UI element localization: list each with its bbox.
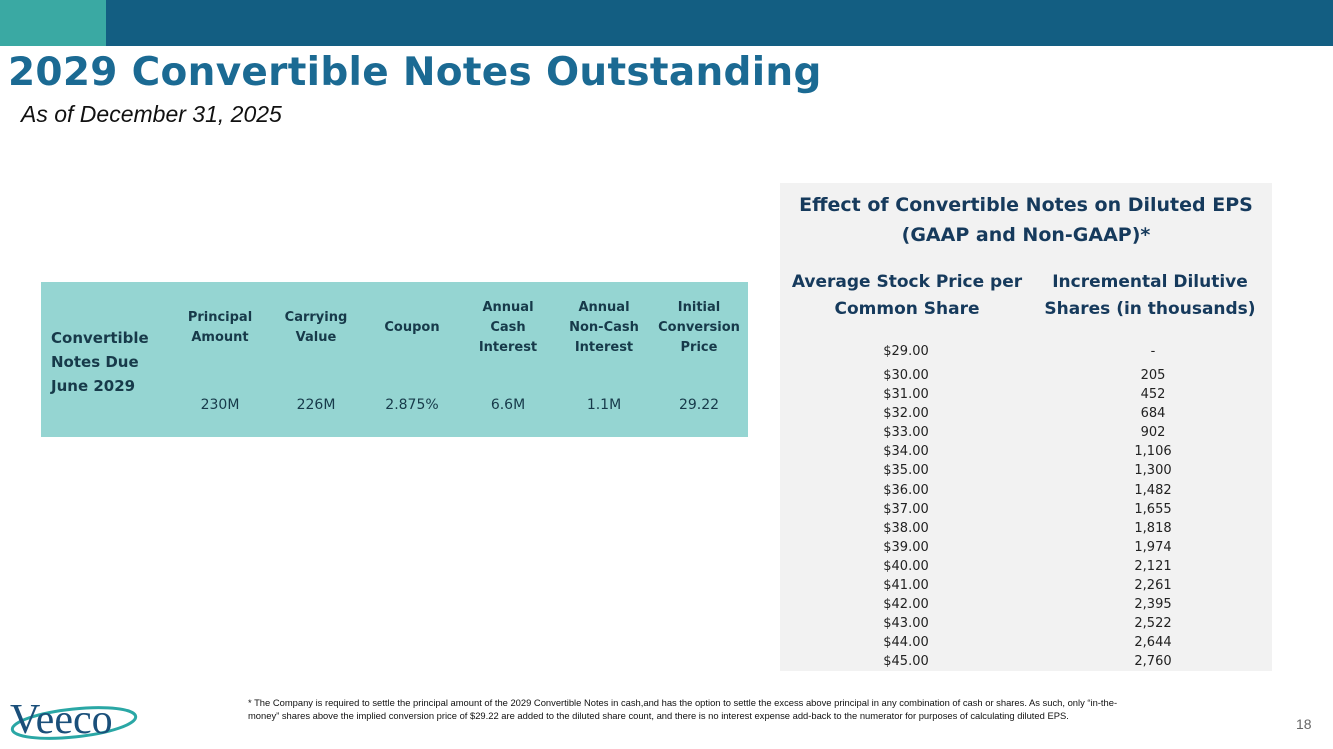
- eps-row: $32.00 684: [780, 404, 1272, 423]
- eps-row: $45.00 2,760: [780, 652, 1272, 671]
- eps-row-price: $30.00: [883, 368, 929, 383]
- eps-row-shares: 684: [1140, 406, 1166, 422]
- eps-row: $42.00 2,395: [780, 595, 1272, 614]
- eps-row: $34.00 1,106: [780, 442, 1272, 461]
- eps-row-price: $32.00: [883, 406, 929, 422]
- eps-row: $30.00 205: [780, 366, 1272, 385]
- eps-row-price: $41.00: [883, 578, 929, 594]
- eps-row-shares: 1,655: [1134, 501, 1172, 517]
- eps-row: $35.00 1,300: [780, 461, 1272, 480]
- eps-row-price: $40.00: [883, 558, 929, 574]
- eps-row-price: $42.00: [883, 597, 929, 613]
- page-title: 2029 Convertible Notes Outstanding: [8, 50, 822, 95]
- eps-row: $44.00 2,644: [780, 633, 1272, 652]
- top-banner-accent: [0, 0, 106, 46]
- eps-row-price: $45.00: [883, 654, 929, 670]
- logo-wordmark: Veeco: [10, 697, 113, 743]
- value-principal-amount: 230M: [200, 397, 240, 413]
- eps-panel-title: Effect of Convertible Notes on Diluted E…: [799, 194, 1253, 246]
- eps-row: $39.00 1,974: [780, 538, 1272, 557]
- header-principal-amount: Principal Amount: [187, 310, 253, 345]
- eps-row: $43.00 2,522: [780, 614, 1272, 633]
- notes-row-label: Convertible Notes Due June 2029: [51, 329, 149, 395]
- footnote: * The Company is required to settle the …: [248, 697, 1118, 721]
- eps-row-price: $35.00: [883, 463, 929, 479]
- eps-row: $33.00 902: [780, 423, 1272, 442]
- page-subtitle: As of December 31, 2025: [21, 101, 282, 127]
- eps-row-shares: 1,974: [1134, 539, 1172, 555]
- eps-row-shares: 1,106: [1134, 444, 1172, 460]
- eps-row-shares: 1,818: [1134, 520, 1172, 536]
- eps-row-shares: 2,261: [1134, 578, 1172, 594]
- header-carrying-value: Carrying Value: [284, 310, 348, 345]
- eps-rows: $29.00- $30.00 205 $31.00 452 $32.00 684 $33.00…: [780, 342, 1272, 672]
- header-annual-non-cash-interest: Annual Non-Cash Interest: [569, 300, 639, 355]
- eps-row-price: $44.00: [883, 635, 929, 651]
- eps-row: $41.00 2,261: [780, 576, 1272, 595]
- eps-row-shares: 452: [1140, 387, 1166, 403]
- eps-row-shares: 2,395: [1134, 597, 1172, 613]
- eps-row-price: $38.00: [883, 520, 929, 536]
- eps-row: $37.00 1,655: [780, 500, 1272, 519]
- eps-row-price: $31.00: [883, 387, 929, 403]
- eps-row-price: $34.00: [883, 444, 929, 460]
- eps-row-price: $43.00: [883, 616, 929, 632]
- value-carrying-value: 226M: [296, 397, 336, 413]
- eps-row: $38.00 1,818: [780, 519, 1272, 538]
- eps-row: $29.00 -: [780, 342, 1272, 366]
- value-coupon: 2.875%: [385, 397, 439, 413]
- header-initial-conversion-price: Initial Conversion Price: [658, 300, 740, 355]
- eps-row-price: $36.00: [883, 482, 929, 498]
- eps-row-shares: 2,522: [1134, 616, 1172, 632]
- eps-row-shares: 2,644: [1134, 635, 1172, 651]
- eps-row-price: $29.00: [883, 344, 929, 359]
- eps-row-shares: 1,300: [1134, 463, 1172, 479]
- eps-row-shares: 2,760: [1134, 654, 1172, 670]
- convertible-notes-table: Convertible Notes Due June 2029 Principa…: [41, 282, 748, 437]
- top-banner: [0, 0, 1333, 46]
- eps-row-shares: 902: [1140, 425, 1166, 441]
- value-initial-conversion-price: 29.22: [678, 397, 720, 413]
- eps-row-shares: -: [1150, 344, 1156, 359]
- diluted-eps-panel: Effect of Convertible Notes on Diluted E…: [780, 183, 1272, 671]
- page-number: 18: [1296, 716, 1312, 732]
- eps-row-shares: 1,482: [1134, 482, 1172, 498]
- value-annual-cash-interest: 6.6M: [490, 397, 526, 413]
- eps-col-header-price: Average Stock Price per Common Share: [791, 272, 1023, 319]
- value-annual-non-cash-interest: 1.1M: [586, 397, 622, 413]
- header-annual-cash-interest: Annual Cash Interest: [478, 300, 538, 355]
- eps-row: $40.00 2,121: [780, 557, 1272, 576]
- eps-row-shares: 205: [1140, 368, 1166, 383]
- eps-col-header-shares: Incremental Dilutive Shares (in thousand…: [1044, 272, 1256, 319]
- eps-row-shares: 2,121: [1134, 558, 1172, 574]
- eps-row-price: $33.00: [883, 425, 929, 441]
- eps-row: $36.00 1,482: [780, 481, 1272, 500]
- eps-row-price: $37.00: [883, 501, 929, 517]
- eps-row-price: $39.00: [883, 539, 929, 555]
- header-coupon: Coupon: [384, 320, 440, 335]
- eps-row: $31.00 452: [780, 385, 1272, 404]
- veeco-logo: Veeco: [10, 697, 138, 743]
